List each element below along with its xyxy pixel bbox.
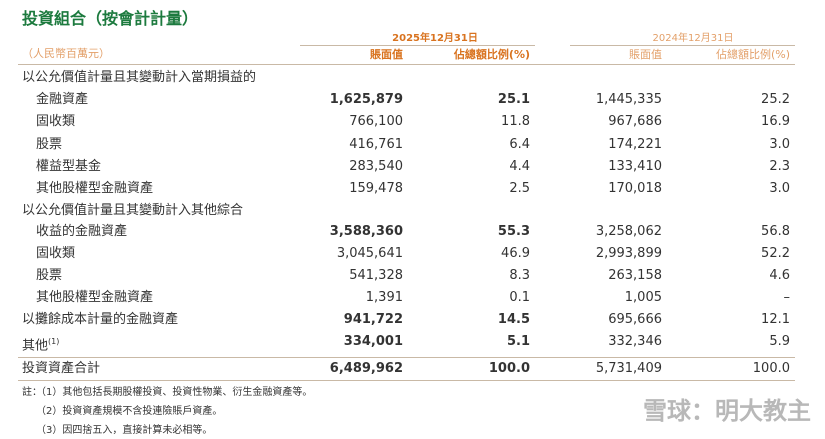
notes-label: 註： <box>22 387 42 398</box>
row-label: 權益型基金 <box>36 159 102 174</box>
cell: 4.4 <box>509 159 530 174</box>
cell: 55.3 <box>497 224 530 239</box>
row-label: 金融資產 <box>36 92 89 107</box>
cell: 283,540 <box>349 159 403 174</box>
cell: 1,391 <box>365 290 403 305</box>
cell: 541,328 <box>349 268 403 283</box>
cell: 1,625,879 <box>329 92 403 107</box>
cell: 416,761 <box>349 137 403 152</box>
cell: 2,993,899 <box>595 246 662 261</box>
period-header: 2024年12月31日 <box>652 33 734 44</box>
cell: 263,158 <box>608 268 662 283</box>
row-label: 投資資產合計 <box>22 361 101 376</box>
row-label: 固收類 <box>36 114 76 129</box>
cell: 695,666 <box>608 312 662 327</box>
cell: 5.1 <box>506 334 530 349</box>
cell: 3,258,062 <box>595 224 662 239</box>
cell: 25.1 <box>497 92 530 107</box>
cell: 3,588,360 <box>329 224 403 239</box>
column-header: 賬面值 <box>370 48 403 61</box>
row-label: 以公允價值計量且其變動計入當期損益的 <box>22 70 257 85</box>
cell: 11.8 <box>501 114 530 129</box>
cell: 2.5 <box>509 181 530 196</box>
cell: 4.6 <box>769 268 790 283</box>
cell: 159,478 <box>349 181 403 196</box>
cell: 1,445,335 <box>595 92 662 107</box>
row-label: 以攤餘成本計量的金融資產 <box>22 312 179 327</box>
note-ref: (1) <box>48 337 60 346</box>
cell: 174,221 <box>608 137 662 152</box>
row-label: 股票 <box>36 268 63 283</box>
cell: 3,045,641 <box>336 246 403 261</box>
note: （3）因四捨五入，直接計算未必相等。 <box>36 425 213 436</box>
column-header: 佔總額比例(%) <box>715 48 790 61</box>
column-header: 佔總額比例(%) <box>453 48 530 61</box>
cell: 12.1 <box>761 312 790 327</box>
note: （1）其他包括長期股權投資、投資性物業、衍生金融資產等。 <box>36 387 313 398</box>
cell: 25.2 <box>761 92 790 107</box>
cell: 334,001 <box>343 334 403 349</box>
watermark: 雪球：明大教主 <box>643 397 811 425</box>
cell: 100.0 <box>752 361 790 376</box>
cell: – <box>783 290 791 305</box>
cell: 16.9 <box>761 114 790 129</box>
cell: 1,005 <box>624 290 662 305</box>
cell: 6,489,962 <box>329 361 403 376</box>
row-label: 股票 <box>36 137 63 152</box>
cell: 5.9 <box>769 334 790 349</box>
cell: 14.5 <box>497 312 530 327</box>
cell: 3.0 <box>769 137 790 152</box>
column-header: 賬面值 <box>629 48 662 61</box>
note: （2）投資資產規模不含投連險賬戶資產。 <box>36 406 223 417</box>
rule <box>18 380 795 381</box>
cell: 56.8 <box>761 224 790 239</box>
row-label: 其他(1) <box>22 337 60 354</box>
title: 投資組合（按會計計量） <box>22 9 199 28</box>
cell: 133,410 <box>608 159 662 174</box>
rule <box>300 45 535 46</box>
row-label: 收益的金融資產 <box>36 224 128 239</box>
row-label: 以公允價值計量且其變動計入其他綜合 <box>22 203 244 218</box>
row-label: 固收類 <box>36 246 76 261</box>
cell: 6.4 <box>509 137 530 152</box>
row-label: 其他股權型金融資產 <box>36 290 154 305</box>
cell: 332,346 <box>608 334 662 349</box>
row-label: 其他股權型金融資產 <box>36 181 154 196</box>
cell: 170,018 <box>608 181 662 196</box>
unit: （人民幣百萬元） <box>22 47 110 60</box>
cell: 3.0 <box>769 181 790 196</box>
cell: 100.0 <box>488 361 530 376</box>
cell: 0.1 <box>509 290 530 305</box>
cell: 5,731,409 <box>595 361 662 376</box>
cell: 8.3 <box>509 268 530 283</box>
rule <box>570 45 795 46</box>
cell: 967,686 <box>608 114 662 129</box>
rule <box>18 64 795 65</box>
cell: 2.3 <box>769 159 790 174</box>
cell: 52.2 <box>761 246 790 261</box>
cell: 46.9 <box>501 246 530 261</box>
period-header: 2025年12月31日 <box>392 33 478 44</box>
cell: 941,722 <box>343 312 403 327</box>
cell: 766,100 <box>349 114 403 129</box>
rule <box>18 357 795 358</box>
